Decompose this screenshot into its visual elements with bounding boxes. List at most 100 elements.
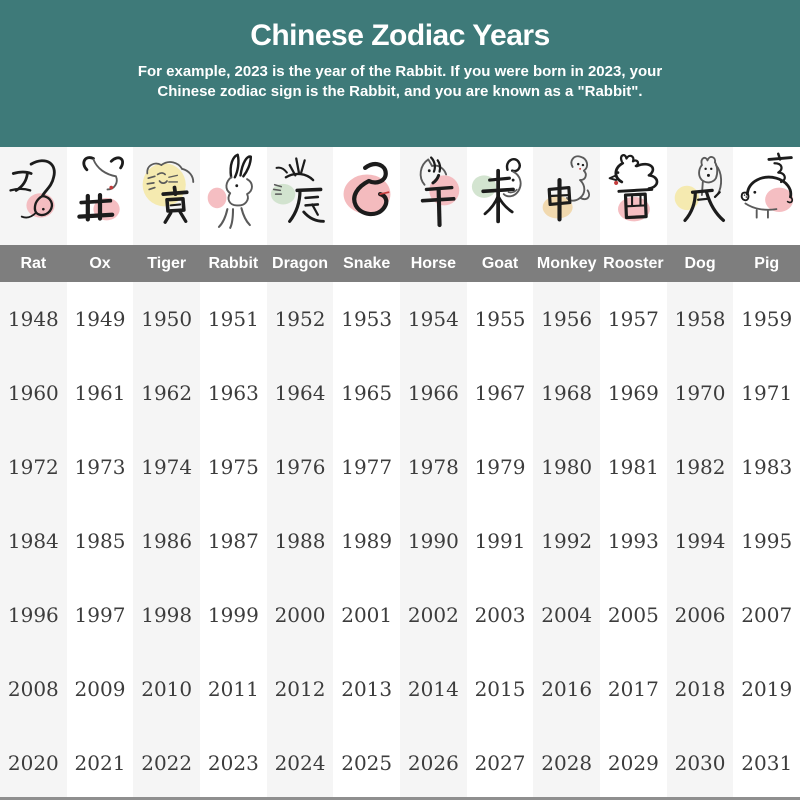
animal-name-label-monkey: Monkey — [533, 245, 601, 282]
year-cell-rabbit-2011: 2011 — [207, 677, 259, 701]
year-cell-rat-2008: 2008 — [7, 677, 59, 701]
animal-name-label-goat: Goat — [466, 245, 534, 282]
year-cell-snake-2001: 2001 — [341, 603, 393, 627]
subtitle-line-1: For example, 2023 is the year of the Rab… — [137, 63, 663, 80]
year-cell-rabbit-1963: 1963 — [207, 381, 259, 405]
year-cell-tiger-2022: 2022 — [141, 751, 193, 775]
monkey-zodiac-icon — [533, 147, 600, 245]
year-cell-rat-1984: 1984 — [7, 529, 59, 553]
dog-zodiac-icon — [667, 147, 734, 245]
year-cell-pig-1995: 1995 — [741, 529, 793, 553]
rat-zodiac-icon — [0, 147, 67, 245]
year-cell-monkey-1992: 1992 — [541, 529, 593, 553]
page-title: Chinese Zodiac Years — [250, 19, 550, 52]
year-cell-tiger-1974: 1974 — [141, 455, 193, 479]
year-cell-pig-2007: 2007 — [741, 603, 793, 627]
year-cell-tiger-1962: 1962 — [141, 381, 193, 405]
year-cell-dog-2018: 2018 — [674, 677, 726, 701]
year-cell-pig-1959: 1959 — [741, 307, 793, 331]
ox-zodiac-icon — [67, 147, 134, 245]
year-cell-horse-1954: 1954 — [407, 307, 459, 331]
year-cell-rooster-1957: 1957 — [607, 307, 659, 331]
year-cell-snake-2025: 2025 — [341, 751, 393, 775]
year-cell-snake-2013: 2013 — [341, 677, 393, 701]
year-cell-rat-1948: 1948 — [7, 307, 59, 331]
year-cell-rooster-1993: 1993 — [607, 529, 659, 553]
dragon-zodiac-icon — [267, 147, 334, 245]
year-cell-tiger-2010: 2010 — [141, 677, 193, 701]
year-cell-rabbit-1951: 1951 — [207, 307, 259, 331]
animal-name-label-rooster: Rooster — [600, 245, 667, 282]
year-cell-pig-2031: 2031 — [741, 751, 793, 775]
animal-name-label-dog: Dog — [666, 245, 734, 282]
year-cell-ox-1949: 1949 — [74, 307, 126, 331]
zodiac-column-monkey: Monkey 1956 1968 1980 1992 2004 2016 2028 — [533, 147, 601, 800]
year-cell-rabbit-1999: 1999 — [207, 603, 259, 627]
year-cell-dog-1970: 1970 — [674, 381, 726, 405]
year-cell-horse-2026: 2026 — [407, 751, 459, 775]
year-cell-rat-1960: 1960 — [7, 381, 59, 405]
year-cell-monkey-1968: 1968 — [541, 381, 593, 405]
year-cell-rooster-2005: 2005 — [607, 603, 659, 627]
tiger-zodiac-icon — [133, 147, 200, 245]
year-cell-dragon-2000: 2000 — [274, 603, 326, 627]
year-cell-snake-1953: 1953 — [341, 307, 393, 331]
year-cell-goat-1955: 1955 — [474, 307, 526, 331]
year-cell-ox-2021: 2021 — [74, 751, 126, 775]
year-cell-pig-2019: 2019 — [741, 677, 793, 701]
year-cell-dog-1994: 1994 — [674, 529, 726, 553]
year-cell-rooster-2029: 2029 — [607, 751, 659, 775]
year-cell-monkey-1956: 1956 — [541, 307, 593, 331]
page-header: Chinese Zodiac Years For example, 2023 i… — [0, 0, 800, 147]
year-cell-rabbit-1975: 1975 — [207, 455, 259, 479]
zodiac-column-pig: Pig 1959 1971 1983 1995 2007 2019 2031 — [733, 147, 800, 800]
year-cell-horse-1990: 1990 — [407, 529, 459, 553]
year-cell-tiger-1998: 1998 — [141, 603, 193, 627]
zodiac-column-rooster: Rooster 1957 1969 1981 1993 2005 2017 2029 — [600, 147, 667, 800]
animal-name-label-dragon: Dragon — [266, 245, 334, 282]
year-cell-snake-1989: 1989 — [341, 529, 393, 553]
year-cell-monkey-2004: 2004 — [541, 603, 593, 627]
year-cell-goat-1979: 1979 — [474, 455, 526, 479]
animal-name-label-ox: Ox — [66, 245, 134, 282]
year-cell-goat-1991: 1991 — [474, 529, 526, 553]
year-cell-horse-1978: 1978 — [407, 455, 459, 479]
year-cell-tiger-1986: 1986 — [141, 529, 193, 553]
animal-name-label-horse: Horse — [400, 245, 467, 282]
page-subtitle: For example, 2023 is the year of the Rab… — [0, 62, 800, 103]
zodiac-column-ox: Ox 1949 1961 1973 1985 1997 2009 2021 — [66, 147, 134, 800]
year-cell-dragon-2024: 2024 — [274, 751, 326, 775]
year-cell-ox-1997: 1997 — [74, 603, 126, 627]
year-cell-goat-2027: 2027 — [474, 751, 526, 775]
year-cell-dragon-1988: 1988 — [274, 529, 326, 553]
subtitle-line-2: Chinese zodiac sign is the Rabbit, and y… — [157, 83, 643, 101]
year-cell-pig-1971: 1971 — [741, 381, 793, 405]
year-cell-horse-2014: 2014 — [407, 677, 459, 701]
year-cell-snake-1977: 1977 — [341, 455, 393, 479]
year-cell-horse-1966: 1966 — [407, 381, 459, 405]
year-cell-ox-2009: 2009 — [74, 677, 126, 701]
zodiac-column-horse: Horse 1954 1966 1978 1990 2002 2014 2026 — [400, 147, 467, 800]
year-cell-horse-2002: 2002 — [407, 603, 459, 627]
animal-name-label-pig: Pig — [733, 245, 800, 282]
year-cell-ox-1961: 1961 — [74, 381, 126, 405]
rooster-zodiac-icon — [600, 147, 667, 245]
year-cell-snake-1965: 1965 — [341, 381, 393, 405]
year-cell-monkey-2016: 2016 — [541, 677, 593, 701]
year-cell-dog-1958: 1958 — [674, 307, 726, 331]
zodiac-column-tiger: Tiger 1950 1962 1974 1986 1998 2010 2022 — [133, 147, 201, 800]
year-cell-monkey-1980: 1980 — [541, 455, 593, 479]
year-cell-dog-2006: 2006 — [674, 603, 726, 627]
year-cell-goat-2003: 2003 — [474, 603, 526, 627]
year-cell-dog-1982: 1982 — [674, 455, 726, 479]
year-cell-rooster-1981: 1981 — [607, 455, 659, 479]
zodiac-grid: Rat 1948 1960 1972 1984 1996 2008 2020 Ox 1949 196… — [0, 147, 800, 800]
year-cell-ox-1985: 1985 — [74, 529, 126, 553]
year-cell-rooster-2017: 2017 — [607, 677, 659, 701]
animal-name-label-tiger: Tiger — [133, 245, 201, 282]
bottom-divider — [0, 797, 800, 800]
year-cell-dragon-1964: 1964 — [274, 381, 326, 405]
year-cell-dragon-2012: 2012 — [274, 677, 326, 701]
snake-zodiac-icon — [333, 147, 400, 245]
